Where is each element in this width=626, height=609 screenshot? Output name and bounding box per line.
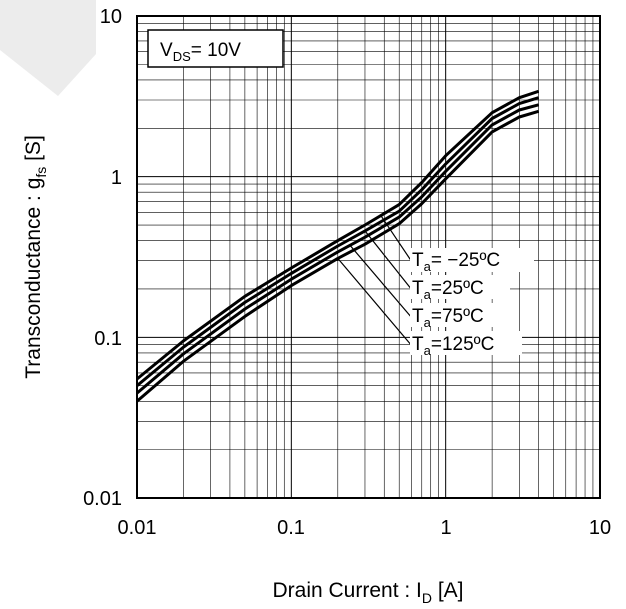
series-line-0 xyxy=(136,89,540,381)
leader-line-1 xyxy=(364,230,413,291)
x-tick-label-0: 0.01 xyxy=(118,517,157,539)
legend: Ta= −25ºC Ta=25ºC Ta=75ºC Ta=125ºC xyxy=(410,248,534,358)
x-axis-title: Drain Current : ID [A] xyxy=(272,579,463,606)
legend-label-3: Ta=125ºC xyxy=(412,334,494,358)
y-tick-label-1: 1 xyxy=(111,167,122,189)
x-tick-label-1: 0.1 xyxy=(277,517,305,539)
condition-box: VDS= 10V xyxy=(147,29,284,68)
leader-line-3 xyxy=(337,258,413,347)
y-tick-label-3: 0.01 xyxy=(83,488,122,510)
series-line-1 xyxy=(136,96,540,387)
legend-label-bg-2 xyxy=(410,303,510,327)
leader-line-2 xyxy=(349,244,413,319)
x-tick-label-2: 1 xyxy=(440,517,451,539)
x-tick-label-3: 10 xyxy=(589,517,611,539)
legend-label-bg-1 xyxy=(410,275,510,299)
leader-line-0 xyxy=(380,215,413,263)
condition-label: VDS= 10V xyxy=(160,40,241,64)
y-tick-label-0: 10 xyxy=(100,6,122,28)
legend-label-0: Ta= −25ºC xyxy=(412,250,500,274)
plot-frame xyxy=(136,15,601,499)
legend-label-1: Ta=25ºC xyxy=(412,278,484,302)
series-line-2 xyxy=(136,103,539,395)
x-tick-labels: 0.01 0.1 1 10 xyxy=(118,517,612,539)
y-axis-title: Transconductance : gfs [S] xyxy=(22,135,49,379)
y-tick-label-2: 0.1 xyxy=(94,328,122,350)
corner-mark xyxy=(0,0,96,96)
curves xyxy=(136,89,540,403)
legend-leader-lines xyxy=(337,215,413,347)
legend-label-bg-3 xyxy=(410,331,522,355)
y-tick-labels: 10 1 0.1 0.01 xyxy=(83,6,122,510)
series-line-3 xyxy=(136,109,540,403)
legend-label-bg-0 xyxy=(410,248,534,272)
legend-label-2: Ta=75ºC xyxy=(412,306,484,330)
